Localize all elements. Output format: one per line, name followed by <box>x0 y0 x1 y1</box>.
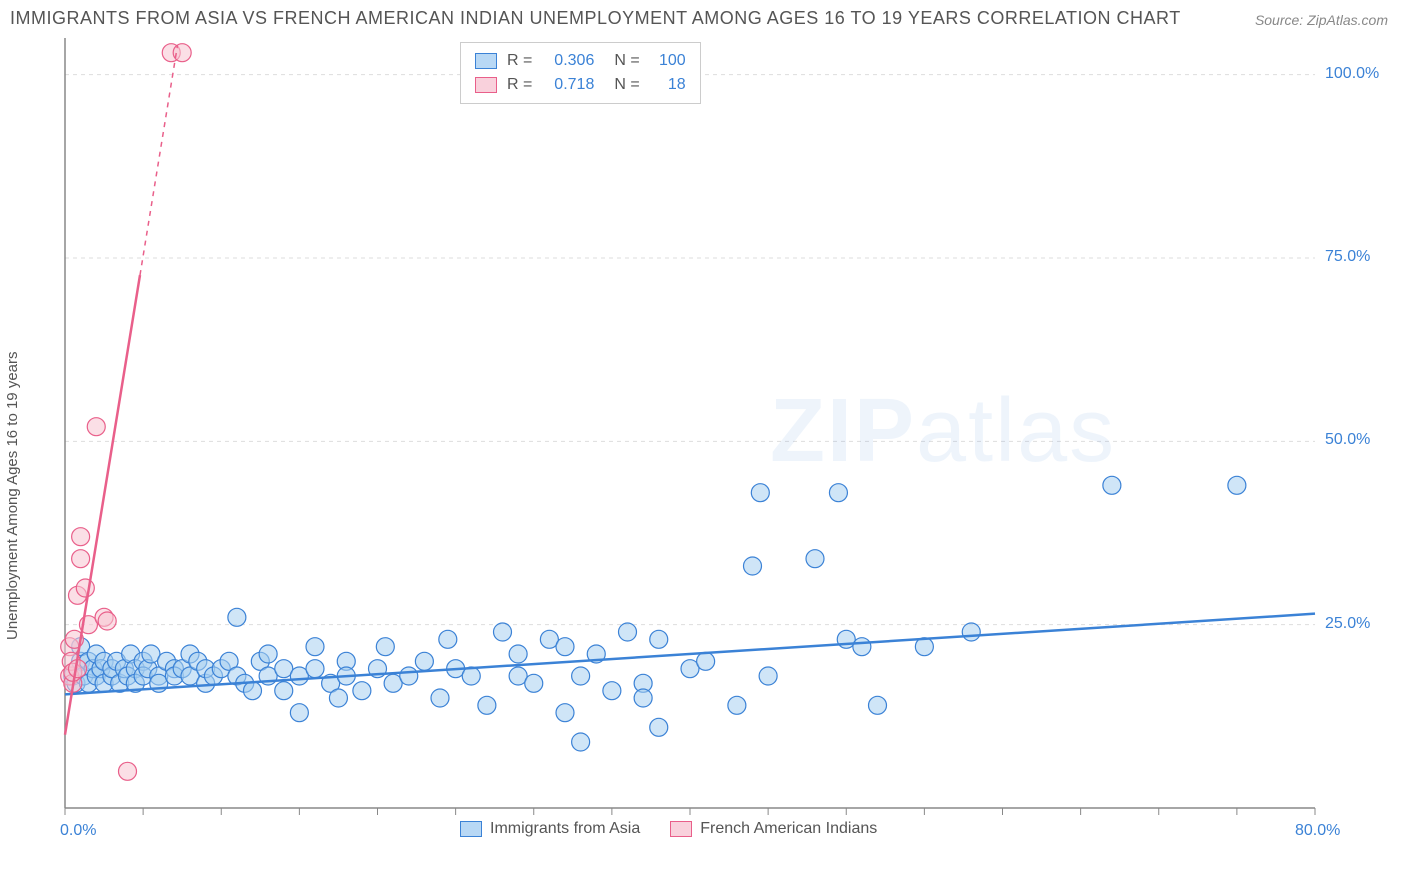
legend-label: French American Indians <box>700 820 877 837</box>
n-value: 18 <box>650 76 686 94</box>
y-axis-label: Unemployment Among Ages 16 to 19 years <box>4 351 21 640</box>
chart-plot <box>55 38 1385 838</box>
y-tick-label: 75.0% <box>1325 248 1370 266</box>
legend-item: Immigrants from Asia <box>460 820 640 838</box>
legend-item: French American Indians <box>670 820 877 838</box>
y-tick-label: 50.0% <box>1325 431 1370 449</box>
legend-label: Immigrants from Asia <box>490 820 640 837</box>
legend-row: R = 0.306 N = 100 <box>475 49 686 73</box>
legend-swatch-pink <box>475 77 497 93</box>
r-value: 0.306 <box>542 52 594 70</box>
chart-title: IMMIGRANTS FROM ASIA VS FRENCH AMERICAN … <box>10 8 1181 29</box>
correlation-legend: R = 0.306 N = 100 R = 0.718 N = 18 <box>460 42 701 104</box>
y-tick-label: 25.0% <box>1325 615 1370 633</box>
series-legend: Immigrants from Asia French American Indi… <box>460 820 877 838</box>
n-value: 100 <box>650 52 686 70</box>
x-max-label: 80.0% <box>1295 822 1340 840</box>
legend-swatch <box>460 821 482 837</box>
legend-row: R = 0.718 N = 18 <box>475 73 686 97</box>
r-value: 0.718 <box>542 76 594 94</box>
y-tick-label: 100.0% <box>1325 65 1379 83</box>
source-attribution: Source: ZipAtlas.com <box>1255 12 1388 28</box>
x-origin-label: 0.0% <box>60 822 96 840</box>
legend-swatch-blue <box>475 53 497 69</box>
legend-swatch <box>670 821 692 837</box>
